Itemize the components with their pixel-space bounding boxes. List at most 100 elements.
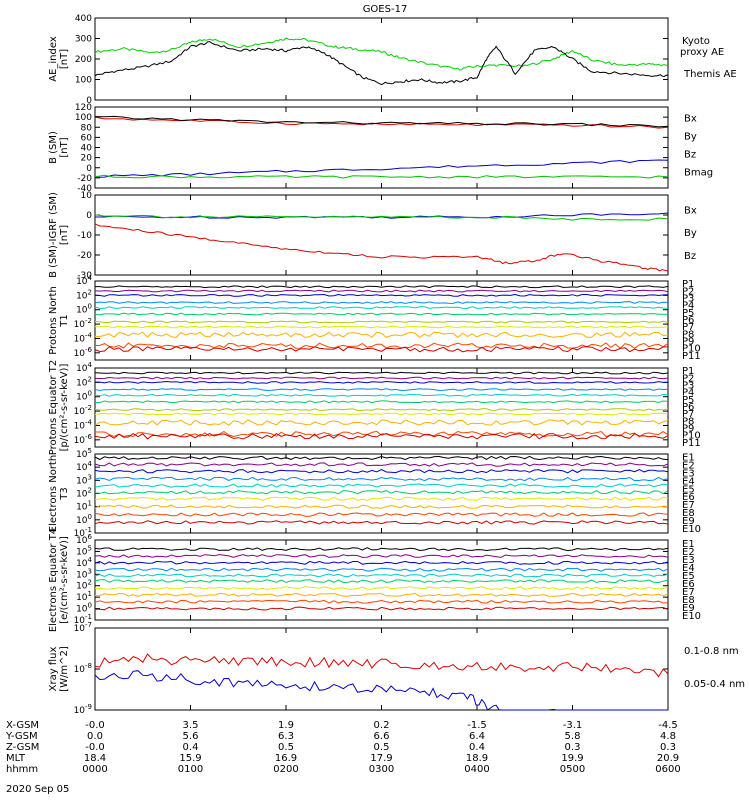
orbit-cell: -4.5 (658, 720, 678, 731)
legend-entry: P2 (682, 286, 694, 297)
y-tick-label: -20 (77, 251, 92, 261)
orbit-row-label: MLT (6, 753, 26, 764)
orbit-cell: 6.4 (469, 731, 485, 742)
panel-1: 0 100 200 300 400 AE_index[nT] Kyoto proxy AE Th… (48, 14, 737, 106)
y-tick-label: 10-8 (74, 662, 92, 675)
series-line-p2 (94, 289, 669, 293)
orbit-cell: 5.6 (183, 731, 199, 742)
legend-entry: P4 (682, 301, 694, 312)
series-line-e9 (94, 512, 669, 517)
y-tick-label: 120 (75, 103, 92, 113)
y-tick-label: 80 (81, 123, 93, 133)
series-line-kyoto-proxy-ae (94, 37, 669, 71)
series-line-p9 (94, 419, 669, 426)
y-tick-label: 10 (81, 191, 93, 201)
legend-entry: E9 (682, 603, 695, 614)
series-line-p5 (94, 306, 669, 309)
series-line-e5 (94, 483, 669, 488)
y-tick-label: 104 (76, 274, 92, 287)
series-line-e6 (94, 579, 669, 584)
y-tick-label: 100 (76, 303, 92, 316)
legend-entry: P4 (682, 388, 694, 399)
legend-entry: E7 (682, 500, 695, 511)
orbit-cell: 1.9 (278, 720, 294, 731)
orbit-cell: 0600 (655, 764, 680, 775)
legend-entry: E5 (682, 571, 695, 582)
orbit-cell: 0.2 (374, 720, 390, 731)
series-line-e3 (94, 468, 669, 474)
series-line-by (94, 174, 669, 179)
y-tick-label: 103 (76, 567, 92, 580)
orbit-cell: -0.0 (85, 720, 105, 731)
legend-entry: P6 (682, 402, 694, 413)
orbit-cell: 16.9 (275, 753, 297, 764)
orbit-cell: -1.5 (467, 720, 487, 731)
orbit-cell: 0300 (369, 764, 394, 775)
orbit-row-label: Z-GSM (6, 742, 39, 753)
orbit-cell: 6.6 (374, 731, 390, 742)
series-line-p6 (94, 400, 669, 404)
series-line-e7 (94, 586, 669, 590)
series-line-p7 (94, 320, 669, 324)
series-line-p4 (94, 388, 669, 391)
y-axis-label: Protons Equator T2[p/(cm²-s-sr-keV)] (48, 360, 70, 456)
series-line-e3 (94, 560, 669, 565)
y-tick-label: 200 (75, 55, 92, 65)
legend-entry: E6 (682, 579, 695, 590)
orbit-row-label: X-GSM (6, 720, 39, 731)
y-tick-label: 100 (76, 602, 92, 615)
legend-entry: P11 (682, 438, 701, 449)
legend-entry: P6 (682, 315, 694, 326)
orbit-cell: 19.9 (561, 753, 583, 764)
legend-entry: P2 (682, 373, 694, 384)
series-line-p1 (95, 285, 669, 289)
legend-entry: P1 (682, 279, 694, 290)
series-line-e6 (94, 490, 669, 495)
y-tick-label: 100 (75, 76, 92, 86)
orbit-table: X-GSMY-GSMZ-GSMMLThhmm-0.00.0-0.018.4000… (5, 720, 681, 775)
y-tick-label: 40 (81, 144, 93, 154)
legend-entry: E7 (682, 587, 695, 598)
y-axis-label: B (SM)-IGRF (SM)[nT] (48, 192, 70, 278)
y-tick-label: 102 (76, 375, 92, 388)
series-line-bmag (94, 115, 669, 128)
legend-entry: P9 (682, 337, 694, 348)
orbit-cell: 0.5 (374, 742, 390, 753)
orbit-cell: 15.9 (179, 753, 201, 764)
legend-entry: P8 (682, 416, 694, 427)
orbit-cell: 0.4 (183, 742, 199, 753)
legend-entry: E4 (682, 476, 695, 487)
series-line-p7 (94, 408, 669, 412)
series-line-e1 (94, 455, 669, 461)
y-axis-label: Electrons NorthT3 (48, 455, 70, 532)
orbit-cell: -0.0 (85, 742, 105, 753)
y-tick-label: 102 (76, 487, 92, 500)
y-tick-label: 106 (76, 533, 92, 546)
orbit-cell: 4.8 (660, 731, 676, 742)
series-line-e1 (94, 547, 669, 552)
series-line-p1 (94, 371, 669, 375)
orbit-cell: 20.9 (657, 753, 679, 764)
series-line-p8 (94, 412, 669, 416)
orbit-cell: 0.0 (87, 731, 103, 742)
series-line-p8 (94, 325, 669, 329)
y-tick-label: -10 (77, 231, 92, 241)
y-tick-label: 10-7 (74, 621, 92, 634)
legend-entry: P3 (682, 293, 694, 304)
orbit-cell: 17.9 (370, 753, 392, 764)
legend-entry: By (684, 131, 697, 142)
y-axis-label: Electrons Equator T4[e/(cm²-s-sr-keV)] (48, 528, 70, 632)
y-tick-label: 400 (75, 14, 92, 24)
orbit-cell: 0.5 (278, 742, 294, 753)
series-line-e10 (94, 606, 669, 611)
y-tick-label: 10-4 (74, 331, 93, 344)
y-tick-label: 10-1 (74, 613, 92, 626)
y-tick-label: 10-6 (74, 346, 93, 359)
legend-entry: P5 (682, 395, 694, 406)
y-tick-label: 100 (75, 113, 92, 123)
legend-entry: E2 (682, 461, 695, 472)
series-line-bx (95, 212, 669, 219)
legend-entry: P1 (682, 366, 694, 377)
